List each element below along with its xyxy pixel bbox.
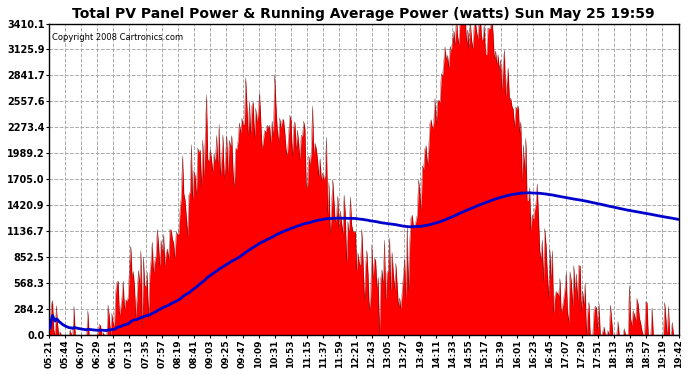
Text: Copyright 2008 Cartronics.com: Copyright 2008 Cartronics.com: [52, 33, 183, 42]
Title: Total PV Panel Power & Running Average Power (watts) Sun May 25 19:59: Total PV Panel Power & Running Average P…: [72, 7, 655, 21]
